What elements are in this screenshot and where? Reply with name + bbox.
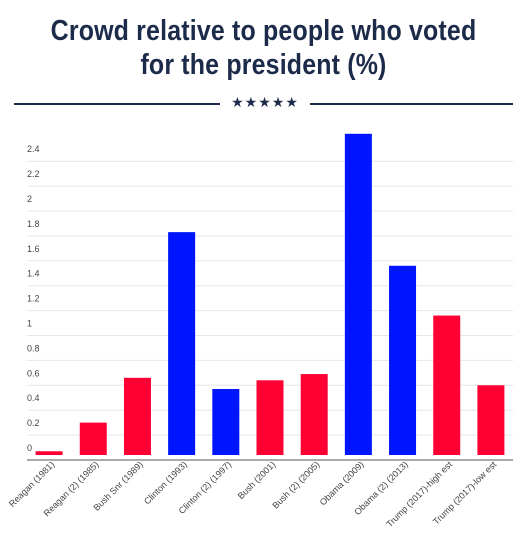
title-divider-right xyxy=(310,103,513,105)
x-tick-label: Obama (2009) xyxy=(318,459,366,507)
stars-ornament: ★★★★★ xyxy=(231,95,299,111)
y-tick-label: 1.2 xyxy=(27,294,40,304)
y-tick-label: 1.4 xyxy=(27,269,40,279)
x-tick-label: Reagan (1981) xyxy=(7,459,57,509)
y-tick-label: 2.4 xyxy=(27,144,40,154)
x-tick-label: Bush (2001) xyxy=(236,459,278,501)
gridlines xyxy=(27,160,513,461)
bar xyxy=(168,232,196,455)
y-tick-label: 1 xyxy=(27,319,32,329)
bar xyxy=(35,451,63,455)
bar xyxy=(433,315,461,455)
bars xyxy=(35,133,505,456)
y-tick-label: 0.2 xyxy=(27,418,40,428)
x-tick-label: Bush (2) (2005) xyxy=(270,459,321,510)
bar xyxy=(300,374,328,455)
y-tick-label: 0.8 xyxy=(27,343,40,353)
y-tick-label: 2 xyxy=(27,194,32,204)
bar xyxy=(256,380,284,455)
title-divider-left xyxy=(14,103,220,105)
x-axis-labels: Reagan (1981)Reagan (2) (1985)Bush Snr (… xyxy=(7,459,499,529)
bar xyxy=(477,385,505,455)
bar xyxy=(389,265,417,455)
y-tick-label: 0.6 xyxy=(27,368,40,378)
x-tick-label: Clinton (1993) xyxy=(142,459,189,506)
bar xyxy=(344,133,372,456)
y-tick-label: 0.4 xyxy=(27,393,40,403)
chart-title: Crowd relative to people who voted for t… xyxy=(50,15,477,81)
bar xyxy=(79,422,107,455)
y-tick-label: 0 xyxy=(27,443,32,453)
bar xyxy=(123,377,151,455)
y-axis-ticks: 0 0.2 0.4 0.6 0.8 1 1.2 1.4 1.6 1.8 2 2.2 2.4 xyxy=(27,144,40,453)
y-tick-label: 1.8 xyxy=(27,219,40,229)
bar xyxy=(212,389,240,455)
y-tick-label: 2.2 xyxy=(27,169,40,179)
y-tick-label: 1.6 xyxy=(27,244,40,254)
